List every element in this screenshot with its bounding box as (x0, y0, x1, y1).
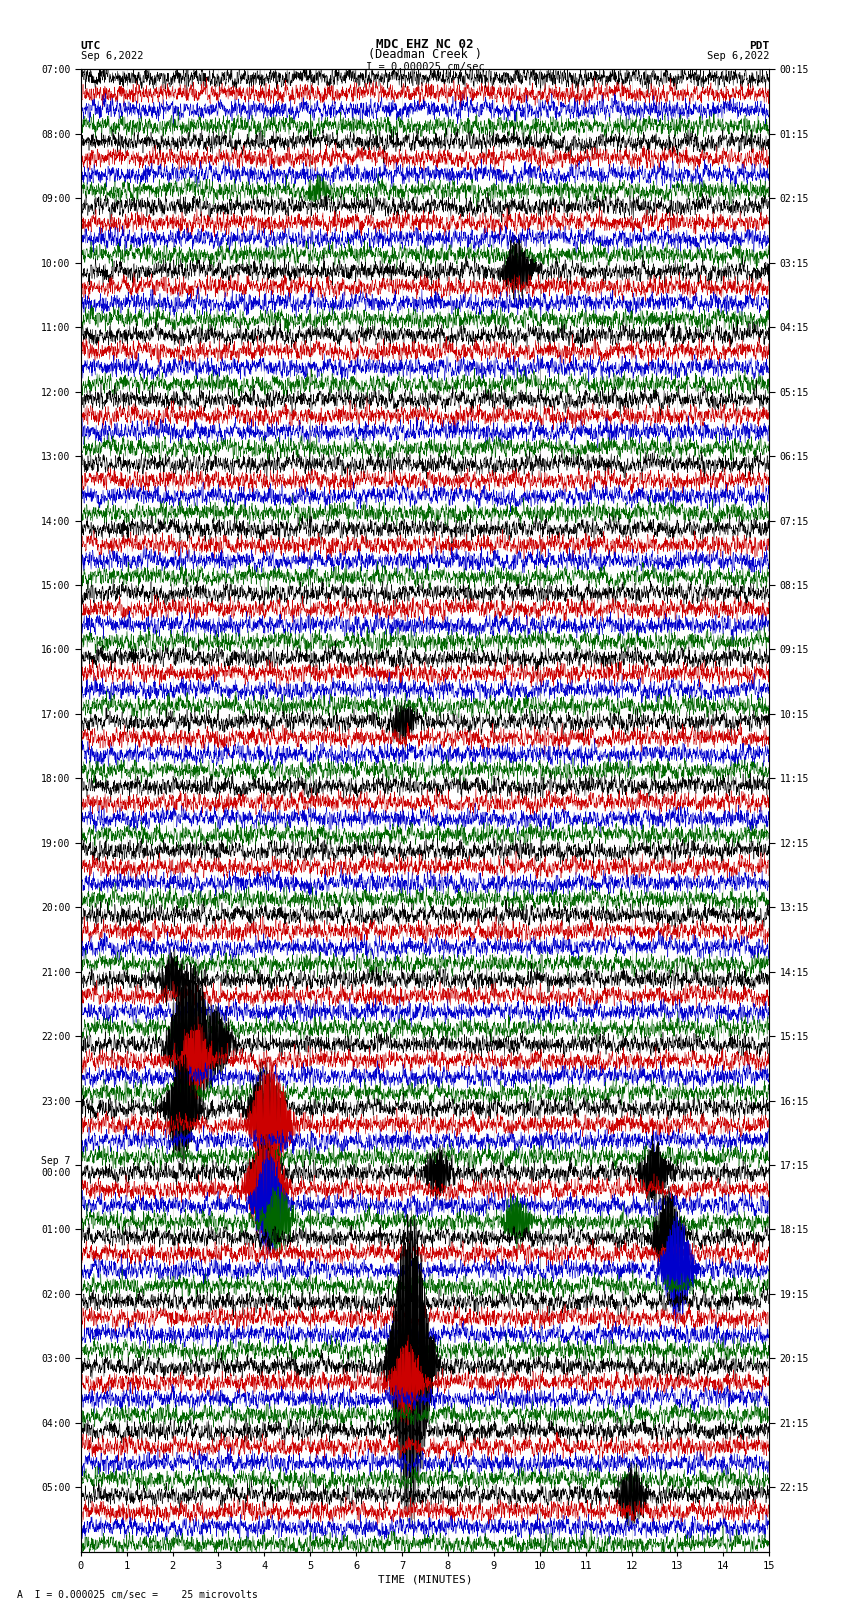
Text: Sep 6,2022: Sep 6,2022 (706, 52, 769, 61)
X-axis label: TIME (MINUTES): TIME (MINUTES) (377, 1574, 473, 1586)
Text: (Deadman Creek ): (Deadman Creek ) (368, 48, 482, 61)
Text: Sep 6,2022: Sep 6,2022 (81, 52, 144, 61)
Text: MDC EHZ NC 02: MDC EHZ NC 02 (377, 37, 473, 50)
Text: I = 0.000025 cm/sec: I = 0.000025 cm/sec (366, 61, 484, 71)
Text: UTC: UTC (81, 40, 101, 50)
Text: A  I = 0.000025 cm/sec =    25 microvolts: A I = 0.000025 cm/sec = 25 microvolts (17, 1590, 258, 1600)
Text: PDT: PDT (749, 40, 769, 50)
